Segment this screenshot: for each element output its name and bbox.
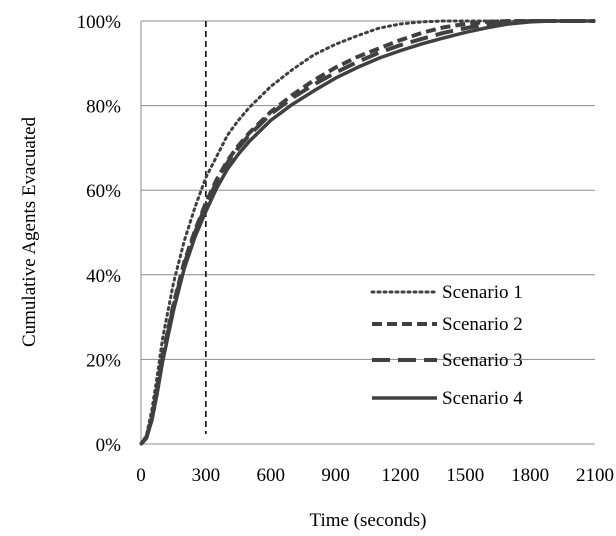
x-tick-label-6: 1800 xyxy=(511,465,549,486)
y-tick-label-0: 0% xyxy=(96,435,122,456)
series-line-2 xyxy=(139,19,595,446)
x-tick-label-7: 2100 xyxy=(576,465,614,486)
x-tick-label-1: 300 xyxy=(192,465,221,486)
x-tick-label-3: 900 xyxy=(321,465,350,486)
series-line-1 xyxy=(139,19,597,446)
legend-label-1: Scenario 1 xyxy=(442,282,523,303)
legend-label-3: Scenario 3 xyxy=(442,350,523,371)
y-tick-label-4: 80% xyxy=(86,97,121,118)
y-tick-label-1: 20% xyxy=(86,350,121,371)
x-tick-labels: 0 300 600 900 1200 1500 1800 2100 xyxy=(136,465,614,486)
series-lines xyxy=(139,19,597,446)
legend: Scenario 1 Scenario 2 Scenario 3 Scenario 4 xyxy=(370,282,523,409)
plot-frame xyxy=(140,21,595,445)
series-line-4 xyxy=(139,19,595,446)
x-axis-title: Time (seconds) xyxy=(310,510,427,531)
legend-label-2: Scenario 2 xyxy=(442,314,523,335)
x-tick-label-4: 1200 xyxy=(381,465,419,486)
y-tick-labels: 0% 20% 40% 60% 80% 100% xyxy=(77,12,122,456)
x-tick-label-0: 0 xyxy=(136,465,146,486)
y-axis-title: Cumulative Agents Evacuated xyxy=(19,116,40,347)
y-tick-label-2: 40% xyxy=(86,266,121,287)
legend-label-4: Scenario 4 xyxy=(442,388,523,409)
x-tick-label-2: 600 xyxy=(256,465,285,486)
x-tick-label-5: 1500 xyxy=(446,465,484,486)
series-line-3 xyxy=(139,19,595,446)
y-tick-label-3: 60% xyxy=(86,181,121,202)
grid-lines xyxy=(141,20,595,360)
y-tick-label-5: 100% xyxy=(77,12,122,33)
